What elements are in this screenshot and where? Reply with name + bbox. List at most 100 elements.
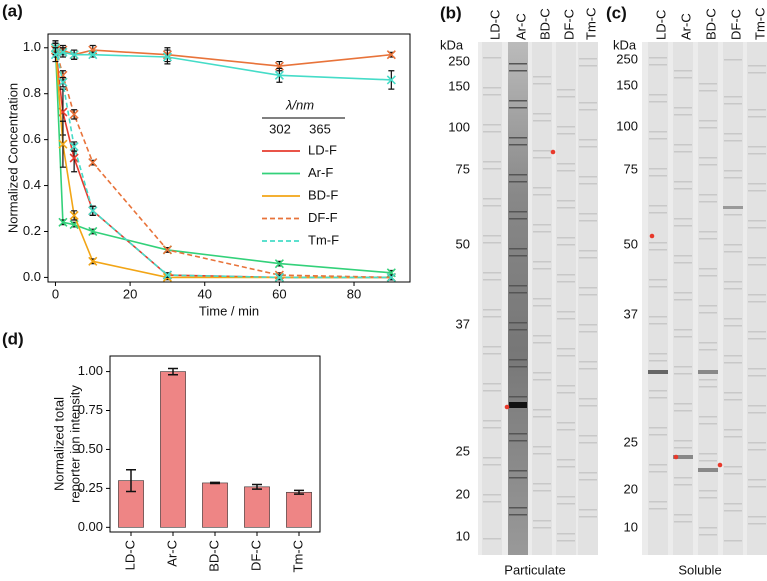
plot-frame xyxy=(47,33,411,283)
gel-band xyxy=(557,274,575,276)
gel-band xyxy=(724,355,742,357)
gel-band xyxy=(509,144,527,146)
gel-band xyxy=(509,477,527,479)
gel-band xyxy=(698,370,718,374)
gel-band xyxy=(674,410,692,412)
gel-band xyxy=(699,194,717,196)
gel-band xyxy=(674,447,692,449)
gel-band xyxy=(699,127,717,129)
gel-band xyxy=(748,523,766,525)
error-bar xyxy=(126,468,136,493)
marker xyxy=(88,256,98,266)
legend-label: LD-F xyxy=(308,142,337,157)
error-bar xyxy=(252,483,262,490)
gel-band xyxy=(533,113,551,115)
gel-band xyxy=(579,213,597,215)
marker xyxy=(69,210,79,220)
gel-band xyxy=(724,399,742,401)
gel-band xyxy=(649,168,667,170)
gel-band xyxy=(533,83,551,85)
legend-label: Ar-F xyxy=(308,165,333,180)
gel-band xyxy=(483,353,501,355)
marker-label: 100 xyxy=(448,119,470,134)
gel-band xyxy=(649,205,667,207)
curve xyxy=(55,49,392,67)
gel-caption: Soluble xyxy=(678,562,721,577)
gel-band xyxy=(579,435,597,437)
gel-band xyxy=(483,538,501,540)
gel-band xyxy=(533,416,551,418)
marker-label: 150 xyxy=(616,77,638,92)
error-bar xyxy=(294,489,304,495)
bar xyxy=(244,486,270,528)
lane-label: BD-C xyxy=(703,8,718,40)
gel-band xyxy=(533,335,551,337)
gel-band xyxy=(724,281,742,283)
y-axis-label: Normalized total xyxy=(51,397,66,491)
lane-label: DF-C xyxy=(561,9,576,40)
gel-band xyxy=(724,251,742,253)
legend-column: 365 xyxy=(309,121,331,136)
y-tick-label: 0.75 xyxy=(78,402,103,417)
gel-band xyxy=(533,120,551,122)
gel-band xyxy=(649,390,667,392)
marker-label: 10 xyxy=(456,528,470,543)
x-axis-label: Time / min xyxy=(199,303,259,318)
y-tick-label: 0.25 xyxy=(78,480,103,495)
gel-lane xyxy=(482,42,502,555)
legend-title: λ/nm xyxy=(285,97,314,112)
gel-band xyxy=(699,342,717,344)
gel-band xyxy=(724,103,742,105)
curve xyxy=(54,47,392,274)
marker xyxy=(386,75,396,85)
gel-band xyxy=(579,472,597,474)
gel-band xyxy=(674,107,692,109)
gel-band xyxy=(533,187,551,189)
gel-band xyxy=(533,150,551,152)
gel-band xyxy=(509,107,527,109)
y-tick-label: 0.6 xyxy=(23,131,41,146)
x-tick-label: Ar-C xyxy=(164,540,179,567)
gel-band xyxy=(699,349,717,351)
gel-band xyxy=(674,181,692,183)
gel-band xyxy=(509,137,527,139)
y-tick-label: 0.50 xyxy=(78,441,103,456)
marker xyxy=(162,52,172,62)
gel-band xyxy=(748,338,766,340)
gel-band xyxy=(699,534,717,536)
gel-lane xyxy=(747,42,767,555)
gel-band xyxy=(579,146,597,148)
gel-band xyxy=(557,422,575,424)
x-tick-label: 0 xyxy=(52,286,59,301)
gel-band xyxy=(649,464,667,466)
gel-band xyxy=(579,324,597,326)
gel-band xyxy=(483,464,501,466)
gel-band xyxy=(557,466,575,468)
gel-band xyxy=(724,170,742,172)
gel-band xyxy=(724,466,742,468)
gel-band xyxy=(724,244,742,246)
gel-band xyxy=(557,237,575,239)
gel-band xyxy=(724,325,742,327)
gel-band xyxy=(557,392,575,394)
gel-band xyxy=(674,114,692,116)
gel-band xyxy=(509,322,527,324)
lane-label: Ar-C xyxy=(513,13,528,40)
gel-band xyxy=(557,311,575,313)
curve xyxy=(54,47,392,279)
gel-band xyxy=(699,423,717,425)
gel-band xyxy=(483,272,501,274)
gel-band xyxy=(649,286,667,288)
gel-band xyxy=(579,516,597,518)
gel-band xyxy=(673,455,693,459)
asterisk xyxy=(550,149,556,155)
gel-band xyxy=(579,102,597,104)
gel-band xyxy=(509,402,527,408)
gel-band xyxy=(649,471,667,473)
gel-band xyxy=(649,242,667,244)
gel-band xyxy=(748,368,766,370)
panel-label: (a) xyxy=(2,1,23,20)
gel-band xyxy=(674,151,692,153)
panel-label: (b) xyxy=(440,3,462,22)
y-tick-label: 0.2 xyxy=(23,223,41,238)
